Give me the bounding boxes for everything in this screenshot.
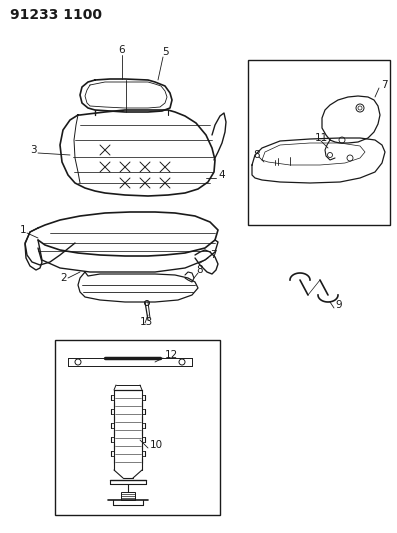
Text: 6: 6 [118,45,125,55]
Text: 3: 3 [30,145,37,155]
Text: 1: 1 [20,225,27,235]
Text: 5: 5 [162,47,169,57]
Bar [121,492,135,500]
Bar [248,60,390,225]
Text: 13: 13 [140,317,153,327]
Bar [55,340,220,515]
Text: 8: 8 [253,150,260,160]
Text: 10: 10 [150,440,163,450]
Text: 2: 2 [60,273,67,283]
Text: 9: 9 [335,300,342,310]
Text: 8: 8 [196,265,202,275]
Text: 7: 7 [210,250,217,260]
Text: 12: 12 [165,350,178,360]
Text: 91233 1100: 91233 1100 [10,8,102,22]
Text: 7: 7 [381,80,387,90]
Text: 11: 11 [315,133,328,143]
Text: 4: 4 [218,170,225,180]
